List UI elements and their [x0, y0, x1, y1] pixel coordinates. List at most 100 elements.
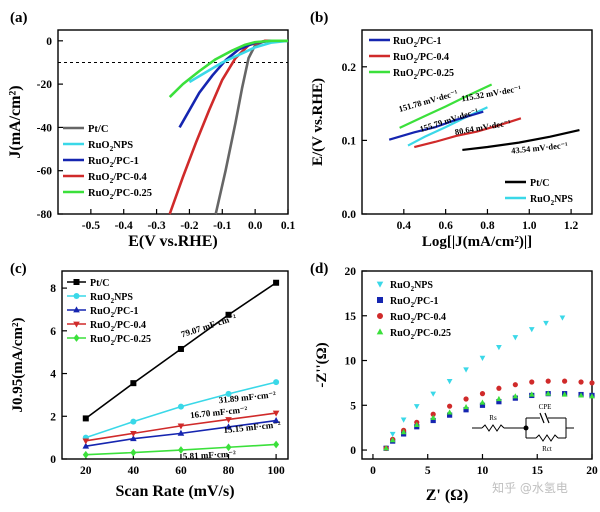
data-point [446, 379, 453, 385]
data-point [273, 440, 280, 449]
data-point [578, 379, 584, 385]
legend-label: RuO2/PC-0.25 [88, 188, 152, 201]
legend-label: Pt/C [530, 178, 549, 189]
slope-label: 151.78 mV·dec⁻¹ [397, 87, 459, 114]
data-point [430, 417, 436, 424]
data-point [496, 399, 502, 405]
x-tick-label: 1.2 [564, 220, 579, 232]
data-point [130, 380, 137, 387]
x-tick-label: 0 [370, 465, 376, 477]
legend-label: RuO2NPS [90, 292, 133, 305]
data-point [430, 411, 436, 417]
data-point [447, 403, 453, 409]
y-tick-label: 4 [50, 369, 56, 381]
legend-label: RuO2/PC-1 [88, 156, 139, 169]
data-point [447, 412, 453, 418]
x-tick-label: -0.1 [213, 220, 231, 232]
legend-marker [377, 297, 383, 303]
data-point [559, 315, 566, 321]
data-point [463, 403, 469, 410]
data-point [589, 380, 595, 386]
data-point [82, 415, 89, 422]
data-point [496, 395, 502, 402]
panel-label: (a) [10, 10, 28, 26]
data-point [130, 418, 137, 425]
data-point [225, 443, 232, 452]
y-tick-label: 0 [50, 454, 56, 466]
plot-frame [61, 270, 289, 460]
series-line-2 [388, 110, 484, 141]
y-tick-label: 6 [50, 326, 56, 338]
data-point [225, 390, 232, 397]
legend-label: RuO2/PC-0.25 [90, 334, 151, 347]
data-point [413, 404, 420, 410]
data-point [82, 438, 90, 445]
data-point [479, 402, 486, 408]
data-point [512, 335, 519, 341]
data-point [463, 396, 469, 402]
data-point [130, 448, 137, 457]
legend-label: RuO2/PC-1 [390, 296, 439, 309]
slope-label: 5.81 mF·cm⁻² [183, 449, 237, 462]
legend-label: RuO2/PC-0.4 [393, 52, 449, 65]
cpe-element [544, 412, 550, 424]
y-tick-label: 2 [50, 411, 56, 423]
legend-label: RuO2NPS [390, 280, 433, 293]
data-point [562, 378, 568, 384]
watermark: 知乎 @水氢电 [492, 480, 568, 495]
y-tick-label: 20 [345, 266, 357, 278]
x-tick-label: -0.5 [82, 220, 100, 232]
x-tick-label: -0.3 [147, 220, 165, 232]
chart-b: 0.4 0.6 0.8 1.0 1.20.00.10.2(b)43.54 mV·dec⁻… [310, 10, 593, 250]
circuit-label: Rct [542, 445, 552, 453]
data-point [463, 367, 469, 373]
y-tick-label: -20 [37, 79, 53, 91]
resistor-rct [535, 434, 559, 442]
y-tick-label: 8 [50, 283, 56, 295]
data-point [545, 378, 551, 384]
legend-marker [73, 321, 80, 328]
plot-frame [361, 270, 593, 460]
panel-label: (c) [10, 261, 27, 277]
y-tick-label: -60 [37, 166, 53, 178]
series-line-0 [462, 129, 580, 152]
legend-label: RuO2/PC-0.25 [390, 328, 451, 341]
data-point [272, 410, 280, 417]
data-point [512, 393, 519, 399]
series-line-4 [399, 83, 493, 129]
y-axis-title: J(mA/cm²) [7, 85, 24, 158]
slope-label: 115.32 mV·dec⁻¹ [461, 83, 523, 103]
data-point [529, 379, 535, 385]
data-point [272, 416, 280, 423]
data-point [446, 409, 453, 415]
y-tick-label: 0.0 [342, 209, 357, 221]
legend-label: Pt/C [88, 124, 108, 135]
data-point [82, 442, 90, 449]
data-point [389, 431, 396, 438]
y-tick-label: 0 [350, 445, 356, 457]
data-point [383, 445, 389, 451]
x-tick-label: 0.8 [480, 220, 495, 232]
data-point [430, 391, 437, 397]
y-tick-label: 5 [350, 400, 356, 412]
resistor-rs [481, 424, 505, 432]
plot-frame [361, 29, 593, 215]
legend-label: RuO2NPS [88, 140, 133, 153]
legend-label: RuO2/PC-1 [393, 36, 442, 49]
panel-label: (b) [310, 10, 328, 26]
legend-label: Pt/C [90, 278, 109, 289]
x-tick-label: 100 [267, 465, 285, 477]
legend-label: RuO2NPS [530, 194, 573, 207]
x-tick-label: 80 [223, 465, 235, 477]
x-tick-label: -0.4 [115, 220, 133, 232]
data-point [273, 279, 280, 286]
legend-label: RuO2/PC-1 [90, 306, 139, 319]
data-point [479, 355, 486, 361]
data-point [400, 429, 407, 435]
circuit-label: CPE [539, 403, 552, 411]
data-point [130, 430, 137, 437]
x-axis-title: Log[|J(mA/cm²)|] [422, 234, 532, 250]
y-tick-label: 0 [46, 36, 52, 48]
legend-marker [377, 313, 383, 319]
